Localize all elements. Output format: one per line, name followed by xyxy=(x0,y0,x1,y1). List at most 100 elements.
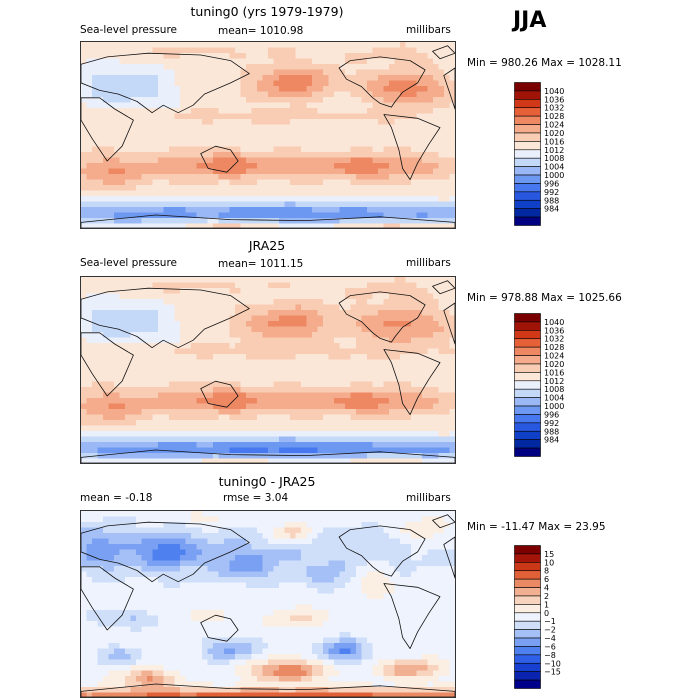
field-cell xyxy=(103,157,109,164)
field-cell xyxy=(268,332,274,338)
field-cell xyxy=(180,146,186,153)
field-cell xyxy=(444,337,450,344)
field-cell xyxy=(323,348,329,355)
field-cell xyxy=(422,321,428,327)
field-cell xyxy=(378,119,384,125)
field-cell xyxy=(273,354,280,360)
field-cell xyxy=(130,277,137,283)
field-cell xyxy=(180,42,186,48)
field-cell xyxy=(328,223,335,228)
field-cell xyxy=(103,403,109,410)
field-cell xyxy=(372,163,379,169)
field-cell xyxy=(317,91,324,98)
field-cell xyxy=(290,152,296,158)
field-cell xyxy=(108,387,115,393)
field-cell xyxy=(323,527,329,534)
field-cell xyxy=(158,516,164,523)
field-cell xyxy=(389,163,395,169)
field-cell xyxy=(383,75,390,81)
field-cell xyxy=(169,185,175,191)
field-cell xyxy=(334,414,340,421)
field-cell xyxy=(152,108,159,114)
field-cell xyxy=(345,64,351,70)
field-cell xyxy=(86,218,93,224)
field-cell xyxy=(449,196,455,202)
field-cell xyxy=(257,409,263,415)
field-cell xyxy=(119,218,126,224)
field-cell xyxy=(119,47,126,54)
field-cell xyxy=(108,152,115,158)
field-cell xyxy=(185,365,192,371)
field-cell xyxy=(185,458,192,463)
field-cell xyxy=(86,174,93,180)
field-cell xyxy=(262,130,269,136)
field-cell xyxy=(191,381,197,388)
field-cell xyxy=(97,141,104,147)
field-cell xyxy=(449,130,455,136)
field-cell xyxy=(86,381,93,388)
field-cell xyxy=(81,174,87,180)
field-cell xyxy=(317,64,324,70)
field-cell xyxy=(433,80,439,87)
field-cell xyxy=(147,321,153,327)
field-cell xyxy=(97,168,104,175)
field-cell xyxy=(339,223,346,228)
field-cell xyxy=(356,409,362,415)
field-cell xyxy=(86,124,93,131)
field-cell xyxy=(449,431,455,437)
field-cell xyxy=(367,102,373,109)
field-cell xyxy=(130,381,137,388)
field-cell xyxy=(196,420,203,426)
field-cell xyxy=(114,315,120,322)
field-cell xyxy=(328,91,335,98)
field-cell xyxy=(449,179,455,186)
field-cell xyxy=(389,277,395,283)
field-cell xyxy=(196,516,203,523)
field-cell xyxy=(86,223,93,228)
field-cell xyxy=(367,414,373,421)
field-cell xyxy=(312,359,318,366)
field-cell xyxy=(141,201,148,208)
field-cell xyxy=(240,436,247,443)
field-cell xyxy=(433,442,439,448)
field-cell xyxy=(284,174,291,180)
field-cell xyxy=(389,376,395,382)
field-cell xyxy=(262,97,269,103)
field-cell xyxy=(169,201,175,208)
field-cell xyxy=(323,207,329,213)
field-cell xyxy=(81,130,87,136)
field-cell xyxy=(427,91,434,98)
field-cell xyxy=(196,75,203,81)
field-cell xyxy=(334,511,340,517)
field-cell xyxy=(306,332,313,338)
field-cell xyxy=(262,102,269,109)
field-cell xyxy=(218,381,225,388)
field-cell xyxy=(191,135,197,142)
field-cell xyxy=(268,458,274,463)
field-cell xyxy=(411,420,417,426)
field-cell xyxy=(416,141,423,147)
field-cell xyxy=(240,315,247,322)
field-cell xyxy=(152,527,159,534)
field-cell xyxy=(317,442,324,448)
field-cell xyxy=(136,447,142,454)
field-cell xyxy=(317,403,324,410)
field-cell xyxy=(268,64,274,70)
field-cell xyxy=(92,392,98,399)
field-cell xyxy=(339,157,346,164)
field-cell xyxy=(290,453,296,459)
field-cell xyxy=(323,146,329,153)
field-cell xyxy=(449,168,455,175)
field-cell xyxy=(163,453,170,459)
field-cell xyxy=(218,420,225,426)
colorbar-tick-label: 1032 xyxy=(544,335,564,344)
field-cell xyxy=(367,179,373,186)
field-cell xyxy=(290,332,296,338)
field-cell xyxy=(273,157,280,164)
field-cell xyxy=(163,365,170,371)
field-cell xyxy=(114,403,120,410)
field-cell xyxy=(163,326,170,333)
field-cell xyxy=(301,91,307,98)
field-cell xyxy=(334,337,340,344)
field-cell xyxy=(125,511,131,517)
